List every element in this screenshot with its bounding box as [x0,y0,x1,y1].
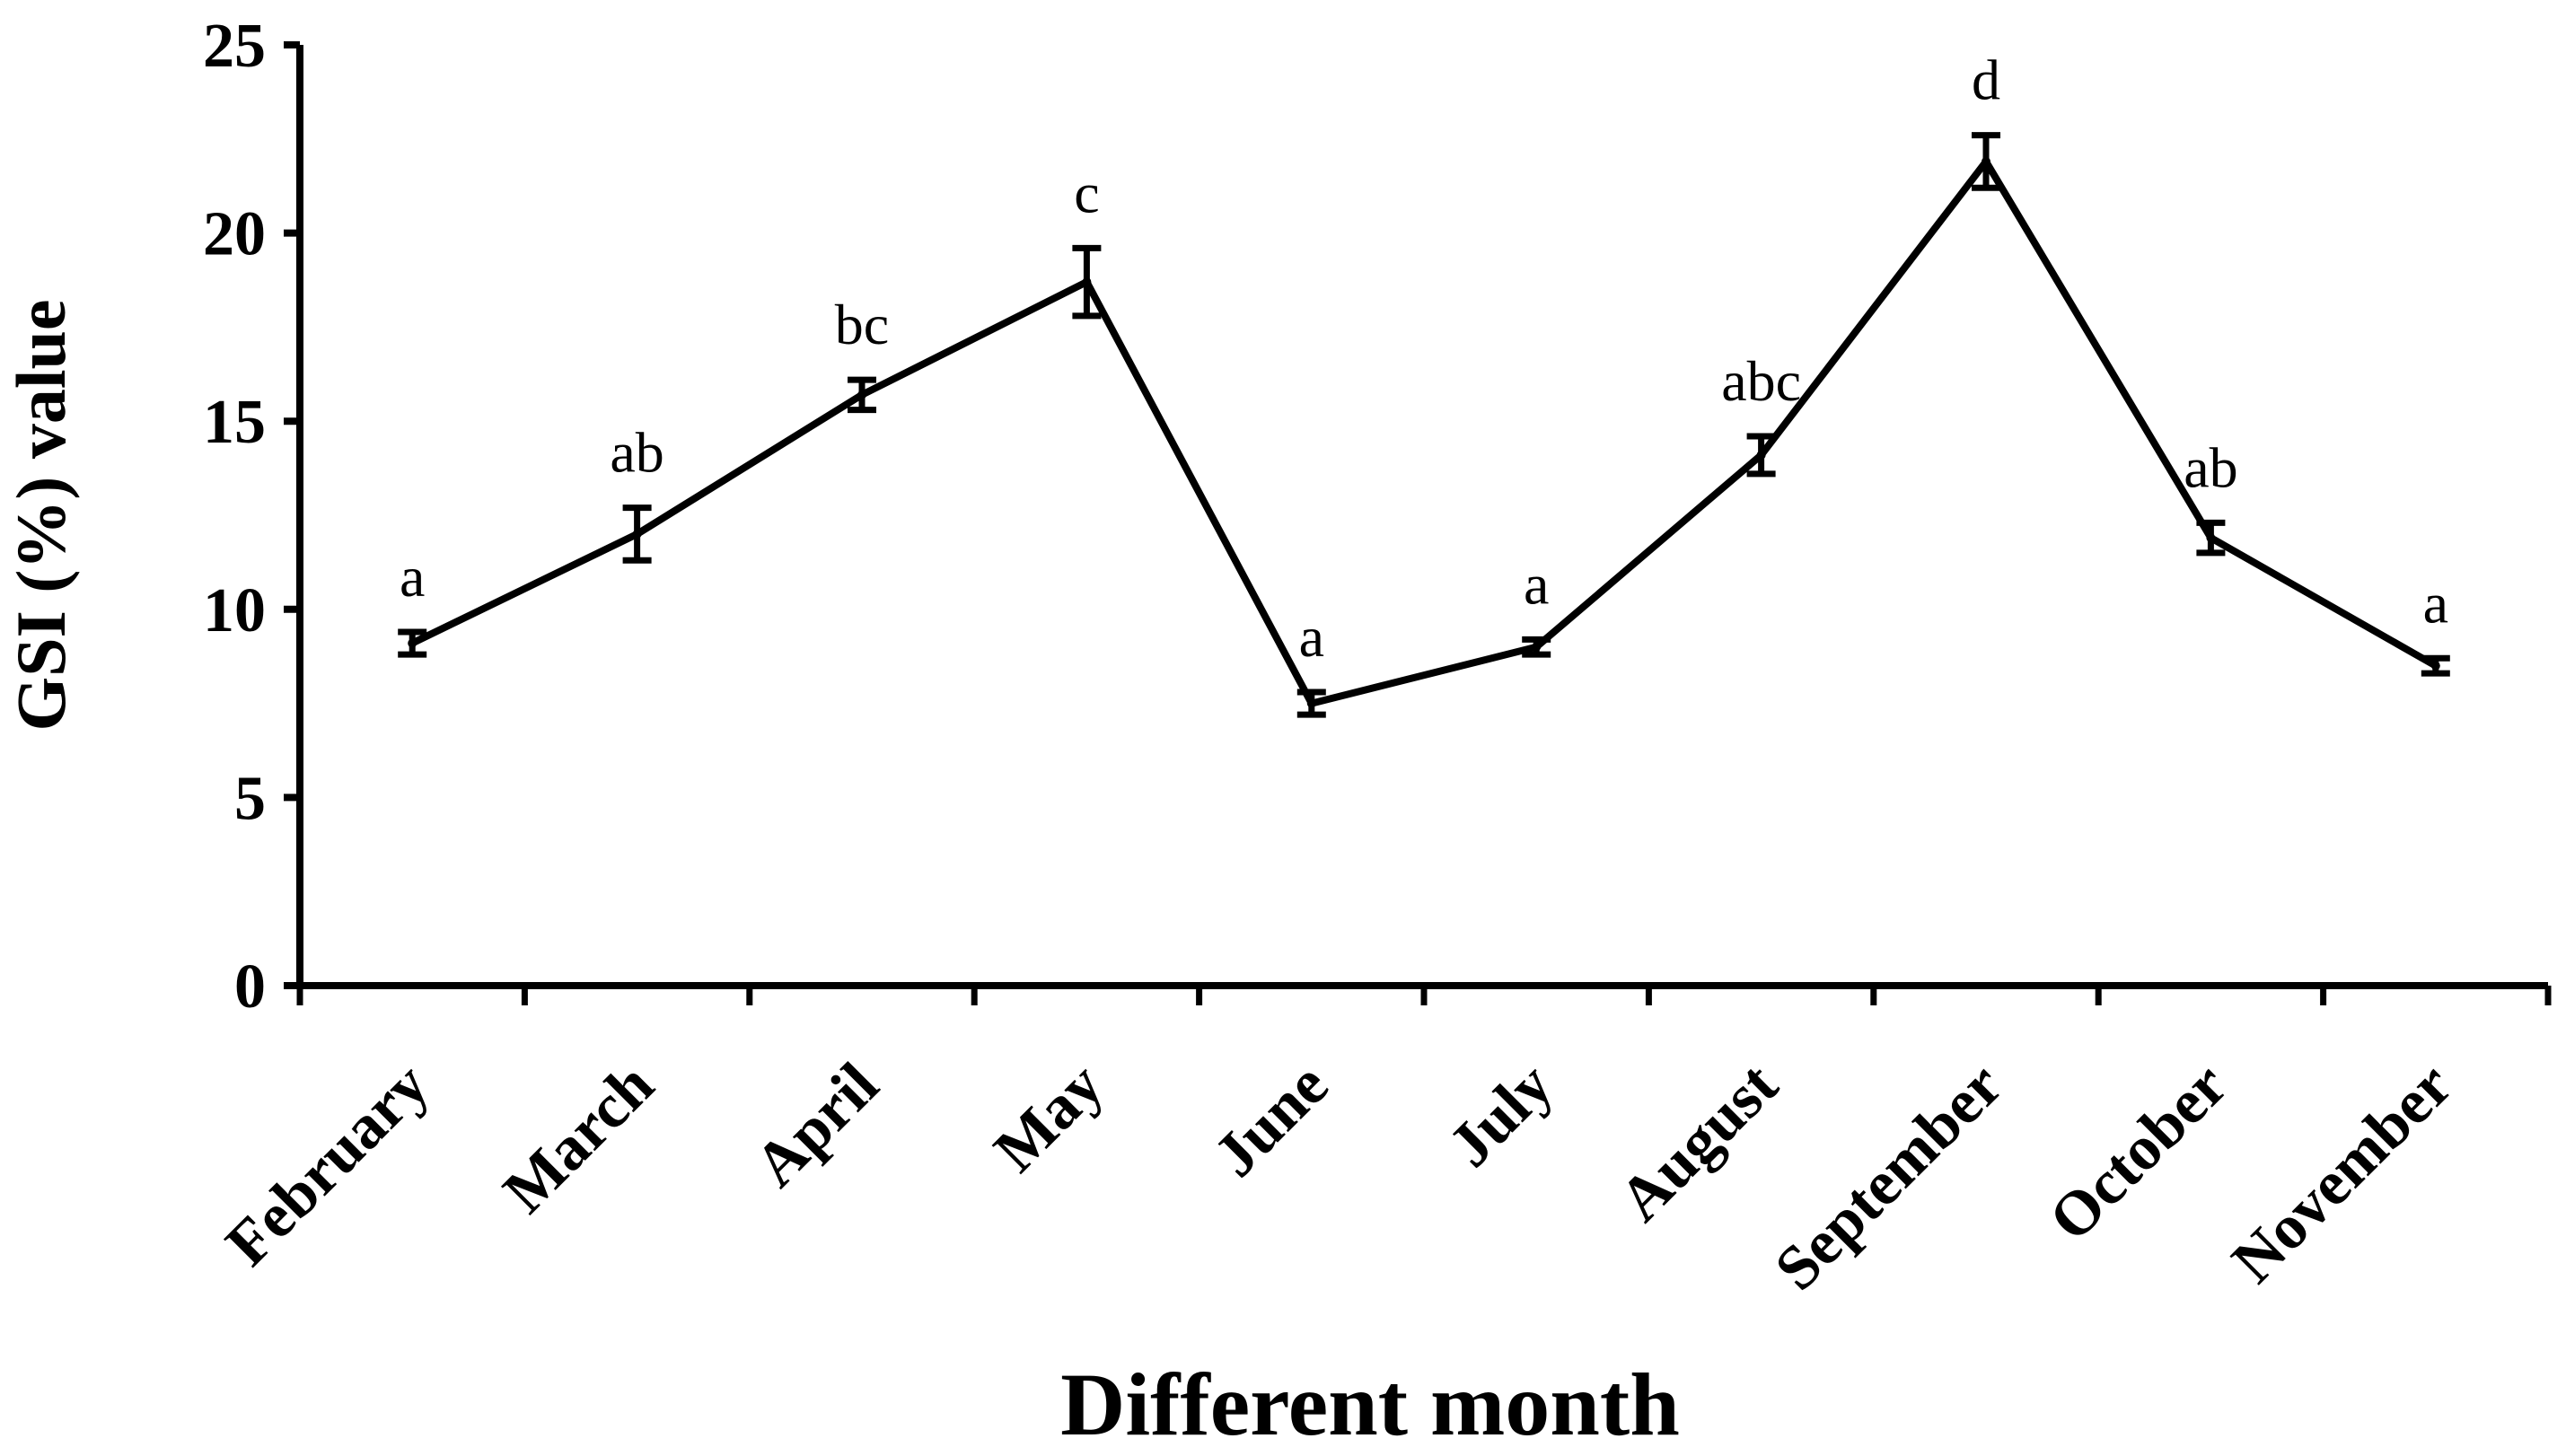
significance-label: bc [835,293,889,356]
error-bar [1746,433,1776,478]
x-axis-title: Different month [1060,1355,1680,1454]
error-bar [848,376,876,414]
x-tick-label: June [1201,1050,1341,1190]
axes [284,45,2548,989]
error-bar [398,628,427,658]
x-tick-label: October [2036,1050,2241,1255]
significance-label: ab [610,421,663,485]
significance-label: a [1299,605,1324,669]
y-tick-label: 20 [203,200,266,269]
series-line [410,154,2438,708]
data-point [1532,642,1542,652]
y-tick-label: 10 [203,576,266,645]
significance-label: abc [1721,349,1801,413]
data-point [1982,156,1990,166]
x-tick-label: February [213,1050,442,1279]
y-ticks: 0 5 10 15 20 25 [203,12,300,1022]
y-tick-label: 0 [234,952,266,1022]
error-bar [1296,689,1326,718]
data-point [1082,277,1092,287]
significance-label: a [400,545,425,609]
x-tick-label: April [742,1050,892,1200]
error-bar [2196,519,2226,557]
data-point [408,638,417,648]
significance-label: a [1524,552,1549,616]
y-tick-label: 25 [203,12,266,81]
error-bar [622,504,652,564]
data-point [1756,450,1766,460]
data-point [2206,533,2216,543]
y-tick-label: 15 [203,388,266,457]
x-tick-label: November [2219,1050,2465,1296]
error-bar [2421,654,2450,677]
error-bar [1522,636,1551,658]
data-point [857,390,866,399]
significance-label: c [1074,161,1099,224]
error-bar [1972,132,2000,191]
error-bar [1072,244,1102,320]
x-tick-label: August [1606,1050,1791,1235]
significance-label: ab [2184,435,2237,499]
y-axis-title: GSI (%) value [2,299,80,731]
significance-label: a [2423,571,2448,635]
x-tick-label: September [1762,1050,2017,1304]
x-tick-label: July [1436,1050,1566,1180]
y-tick-label: 5 [234,764,266,833]
data-point [1306,698,1316,708]
x-tick-label: March [490,1050,666,1226]
data-point [2430,661,2440,671]
significance-label: d [1972,48,2000,112]
plot-area: a ab bc c a a abc d ab a [398,48,2450,718]
x-ticks: February March April May June July AugustSepte… [213,986,2552,1304]
data-point [632,529,642,539]
x-tick-label: May [981,1050,1117,1186]
